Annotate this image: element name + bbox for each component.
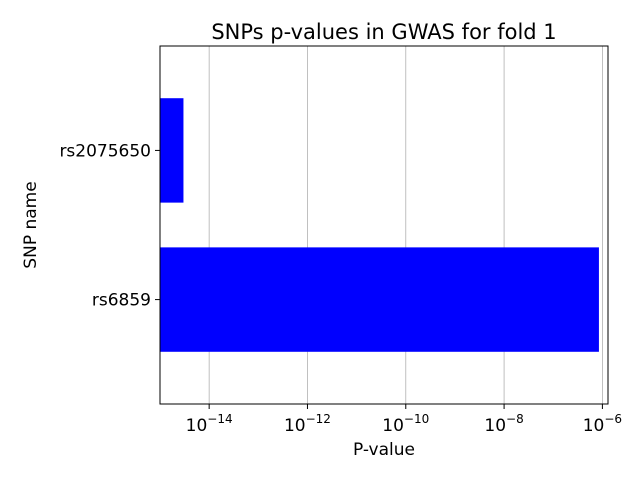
plot-frame <box>159 45 609 405</box>
x-tick-label: 10−10 <box>382 412 429 436</box>
x-axis-ticks: 10−14 10−12 10−10 10−8 10−6 <box>186 404 622 436</box>
y-tick-label: rs2075650 <box>59 141 151 161</box>
x-tick-label: 10−12 <box>284 412 331 436</box>
x-axis-label: P-value <box>353 440 415 460</box>
y-axis-label: SNP name <box>21 181 41 268</box>
x-tick-label: 10−6 <box>583 412 622 436</box>
chart-title: SNPs p-values in GWAS for fold 1 <box>211 20 556 44</box>
x-tick-label: 10−14 <box>186 412 233 436</box>
bar-rs6859 <box>160 247 599 352</box>
bar-rs2075650 <box>160 98 184 203</box>
y-tick-label: rs6859 <box>92 291 151 311</box>
x-tick-label: 10−8 <box>484 412 523 436</box>
bars <box>160 98 599 352</box>
y-axis-ticks: rs6859 rs2075650 <box>59 141 160 311</box>
